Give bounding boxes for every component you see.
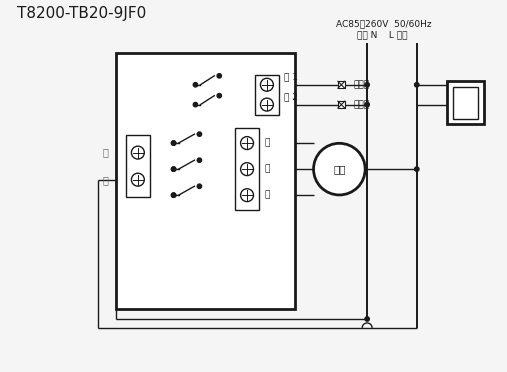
Text: 零: 零	[102, 148, 108, 158]
Circle shape	[313, 143, 365, 195]
Bar	[235, 128, 259, 210]
Circle shape	[197, 158, 202, 162]
Text: 中: 中	[265, 165, 270, 174]
Circle shape	[261, 98, 273, 111]
Bar	[447, 81, 484, 125]
Text: 阀 1: 阀 1	[284, 73, 298, 82]
Circle shape	[197, 132, 202, 136]
Bar	[338, 101, 345, 108]
Text: AC85～260V  50/60Hz: AC85～260V 50/60Hz	[336, 20, 432, 29]
Bar	[126, 135, 150, 197]
Circle shape	[171, 141, 176, 145]
Circle shape	[171, 193, 176, 198]
Text: T8200-TB20-9JF0: T8200-TB20-9JF0	[17, 6, 146, 21]
Circle shape	[171, 141, 176, 145]
Bar	[255, 75, 279, 115]
Circle shape	[193, 102, 198, 107]
Text: 零线 N    L 火线: 零线 N L 火线	[357, 31, 407, 40]
Text: 阀 2: 阀 2	[284, 93, 298, 102]
Circle shape	[241, 137, 254, 150]
Bar	[116, 53, 295, 309]
Circle shape	[365, 317, 369, 321]
Circle shape	[415, 167, 419, 171]
Bar	[338, 81, 345, 88]
Text: 采暖阀: 采暖阀	[353, 100, 370, 109]
Circle shape	[241, 163, 254, 176]
Text: 低: 低	[265, 191, 270, 200]
Text: 盘管阀: 盘管阀	[353, 80, 370, 89]
Text: 风机: 风机	[333, 164, 346, 174]
Circle shape	[241, 189, 254, 202]
Text: 火: 火	[102, 175, 108, 185]
Circle shape	[171, 193, 176, 198]
Text: 高: 高	[265, 139, 270, 148]
Circle shape	[217, 93, 222, 98]
Circle shape	[217, 74, 222, 78]
Circle shape	[131, 173, 144, 186]
Circle shape	[171, 167, 176, 171]
Bar	[453, 87, 478, 119]
Circle shape	[365, 102, 369, 107]
Circle shape	[171, 167, 176, 171]
Circle shape	[365, 83, 369, 87]
Circle shape	[131, 146, 144, 159]
Circle shape	[415, 83, 419, 87]
Circle shape	[261, 78, 273, 91]
Circle shape	[197, 184, 202, 189]
Circle shape	[193, 83, 198, 87]
